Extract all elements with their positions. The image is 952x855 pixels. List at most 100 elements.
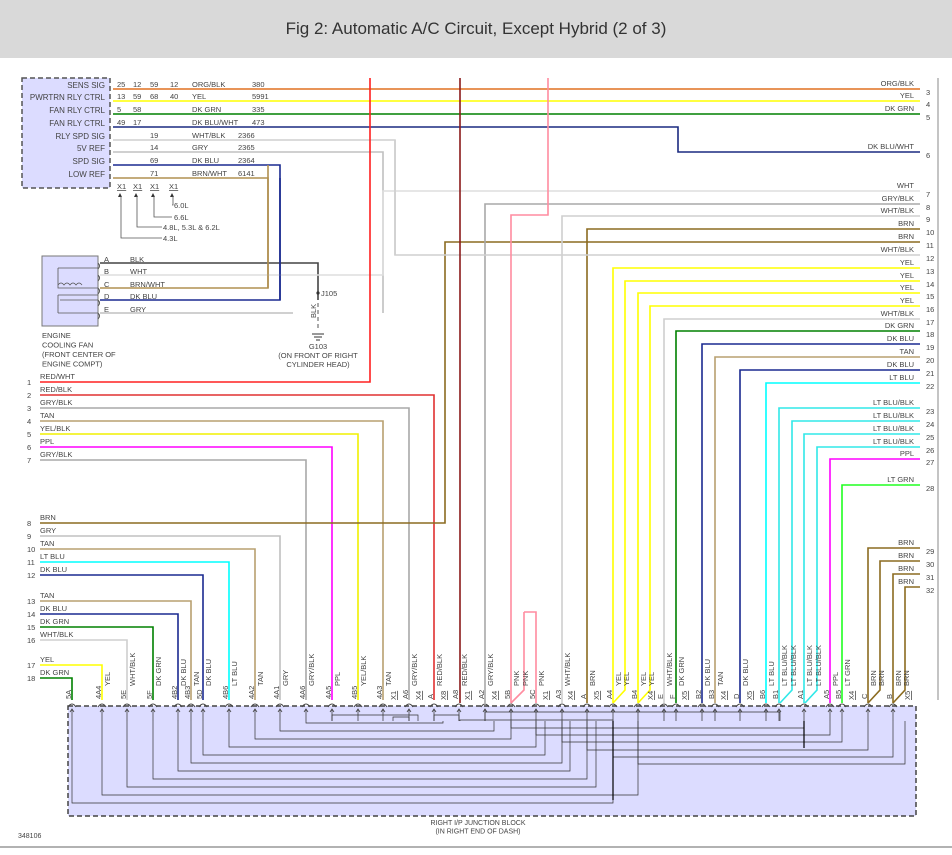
junction-wire-label: PNK xyxy=(537,671,546,686)
junction-wire-label: TAN xyxy=(716,672,725,686)
junction-pin-label: A5 xyxy=(822,690,831,699)
left-wire xyxy=(40,613,179,700)
left-wire-number: 3 xyxy=(27,404,31,413)
fan-wire-label: GRY xyxy=(130,305,146,314)
pin-arrow-icon xyxy=(635,708,641,721)
right-wire-number: 12 xyxy=(926,254,934,263)
junction-wire-label: YEL xyxy=(103,672,112,686)
fan-pin-label: D xyxy=(104,292,110,301)
junction-wire-label: LT GRN xyxy=(843,659,852,686)
right-wire-number: 25 xyxy=(926,433,934,442)
right-wire xyxy=(841,484,920,703)
left-wire xyxy=(40,548,256,700)
module-signal-label: FAN RLY CTRL xyxy=(49,106,105,115)
pin-connector-icon xyxy=(774,703,784,708)
pin-connector-icon xyxy=(378,703,388,708)
junction-pin-label: 4A1 xyxy=(272,686,281,699)
junction-pin-label: 4A6 xyxy=(298,686,307,699)
right-wire-label: DK BLU xyxy=(887,334,914,343)
junction-pin-label: X5 xyxy=(745,691,754,700)
junction-pin-label: A xyxy=(579,694,588,699)
pin-connector-icon xyxy=(557,703,567,708)
right-wire-number: 29 xyxy=(926,547,934,556)
internal-bus-line xyxy=(637,721,906,765)
right-wire-label: LT BLU/BLK xyxy=(873,424,914,433)
junction-wire-label: BRN xyxy=(902,670,911,686)
junction-wire-label: LT BLU/BLK xyxy=(780,645,789,686)
left-wire xyxy=(40,677,73,700)
pin-connector-icon xyxy=(122,703,132,708)
pin-connector-icon xyxy=(799,703,809,708)
pin-connector-icon xyxy=(404,703,414,708)
module-pin-number: 17 xyxy=(133,118,141,127)
junction-pin-label: X4 xyxy=(414,691,423,700)
right-wire-label: YEL xyxy=(900,271,914,280)
left-wire-number: 12 xyxy=(27,571,35,580)
right-wire xyxy=(663,318,920,703)
left-wire-label: TAN xyxy=(40,411,54,420)
pin-arrow-icon xyxy=(99,708,105,721)
junction-wire-label: YEL xyxy=(639,672,648,686)
right-wire-label: YEL xyxy=(900,258,914,267)
pin-arrow-icon xyxy=(712,708,718,721)
ground-id: G103 xyxy=(309,342,327,351)
right-wire xyxy=(804,446,920,704)
fan-wire xyxy=(100,190,920,276)
left-wire-label: DK BLU xyxy=(40,604,67,613)
junction-wire-label: GRY/BLK xyxy=(307,654,316,686)
junction-wire-label: YEL xyxy=(647,672,656,686)
pin-connector-icon xyxy=(608,703,618,708)
right-wire-number: 22 xyxy=(926,382,934,391)
left-wire xyxy=(40,78,371,383)
fan-wire xyxy=(100,178,281,301)
left-wire xyxy=(40,561,230,700)
left-wire-label: RED/WHT xyxy=(40,372,75,381)
junction-wire-label: RED/BLK xyxy=(435,654,444,686)
pin-connector-icon xyxy=(224,703,234,708)
junction-pin-label: 5E xyxy=(119,690,128,699)
junction-pin-label: X4 xyxy=(490,691,499,700)
pin-connector-icon xyxy=(837,703,847,708)
pin-arrow-icon xyxy=(150,708,156,721)
junction-pin-label: 5C xyxy=(528,689,537,699)
right-wire-label: LT BLU/BLK xyxy=(873,437,914,446)
junction-pin-label: X4 xyxy=(566,691,575,700)
pin-connector-icon xyxy=(506,703,516,708)
junction-pin-label: X1 xyxy=(389,691,398,700)
pin-arrow-icon xyxy=(827,708,833,721)
ground-location: CYLINDER HEAD) xyxy=(286,360,350,369)
right-wire-number: 32 xyxy=(926,586,934,595)
junction-wire-label: WHT/BLK xyxy=(665,653,674,686)
junction-pin-label: B1 xyxy=(771,690,780,699)
right-wire-label: LT BLU/BLK xyxy=(873,398,914,407)
right-wire xyxy=(779,420,920,704)
module-pin-number: 59 xyxy=(133,92,141,101)
junction-pin-label: 4A2 xyxy=(247,686,256,699)
junction-pin-label: 4A4 xyxy=(94,686,103,699)
right-wire-number: 5 xyxy=(926,113,930,122)
right-wire xyxy=(867,560,920,704)
junction-pin-label: D xyxy=(732,693,741,699)
junction-pin-label: 4B5 xyxy=(350,686,359,699)
fan-wire xyxy=(100,262,319,300)
junction-pin-label: X1 xyxy=(463,691,472,700)
note-leader xyxy=(172,196,174,206)
pin-arrow-icon xyxy=(277,708,283,721)
right-wire-label: DK GRN xyxy=(885,321,914,330)
right-wire-number: 4 xyxy=(926,100,930,109)
pin-connector-icon xyxy=(761,703,771,708)
junction-wire-label: DK BLU xyxy=(204,659,213,686)
internal-bus-line xyxy=(177,721,571,772)
module-pin-number: 69 xyxy=(150,156,158,165)
fan-pin-label: C xyxy=(104,280,110,289)
junction-wire-label: BRN xyxy=(877,670,886,686)
right-wire-number: 23 xyxy=(926,407,934,416)
internal-bus-line xyxy=(459,719,614,721)
junction-wire-label: LT BLU/BLK xyxy=(805,645,814,686)
junction-wire-label: PPL xyxy=(333,672,342,686)
fan-pin-label: A xyxy=(104,255,109,264)
module-pin-number: 58 xyxy=(133,105,141,114)
junction-pin-label: 5D xyxy=(195,689,204,699)
pin-arrow-icon xyxy=(252,708,258,721)
